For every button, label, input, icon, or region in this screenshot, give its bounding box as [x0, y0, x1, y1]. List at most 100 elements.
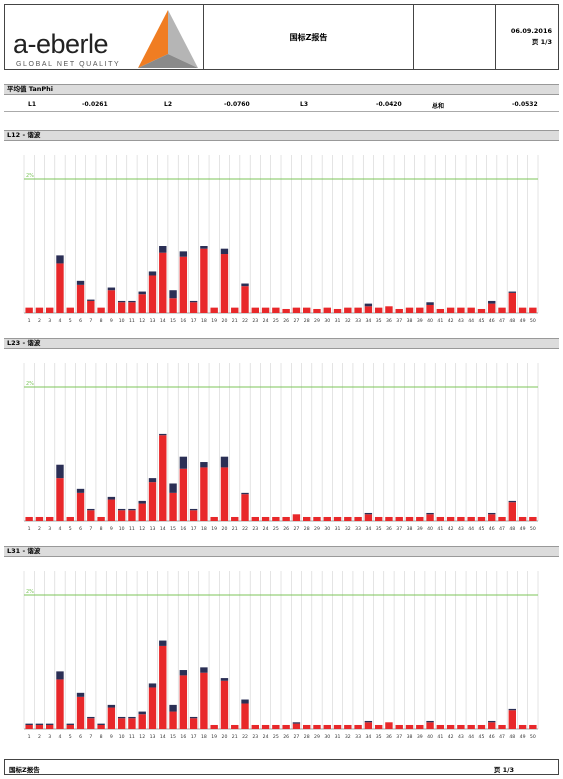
- bar-main-h49: [518, 724, 527, 729]
- limit-label: 2%: [26, 173, 34, 179]
- tick-label: 38: [407, 318, 413, 324]
- bar-main-h37: [395, 308, 403, 313]
- tick-label: 48: [509, 526, 515, 532]
- tick-label: 46: [489, 734, 495, 740]
- bar-main-h41: [436, 516, 445, 521]
- bar-main-h47: [498, 724, 506, 729]
- tick-label: 13: [150, 734, 156, 740]
- tick-label: 2: [38, 318, 41, 324]
- bar-top-h48: [508, 291, 517, 293]
- bar-top-h12: [138, 500, 146, 504]
- bar-main-h25: [272, 724, 280, 729]
- bar-top-h7: [87, 508, 95, 511]
- logo-triangle-icon: [138, 10, 198, 68]
- tick-label: 9: [110, 318, 113, 324]
- tick-label: 22: [242, 318, 248, 324]
- bar-main-h37: [395, 724, 403, 729]
- bar-top-h9: [107, 704, 116, 708]
- bar-top-h2: [35, 723, 44, 725]
- bar-top-h20: [220, 456, 229, 468]
- tick-label: 39: [417, 734, 423, 740]
- tick-label: 13: [150, 526, 156, 532]
- bar-main-h22: [241, 286, 249, 313]
- tick-label: 12: [139, 526, 145, 532]
- tick-label: 4: [59, 318, 62, 324]
- tick-label: 3: [48, 734, 51, 740]
- bar-top-h46: [488, 720, 496, 723]
- tick-label: 20: [222, 318, 228, 324]
- bar-main-h28: [302, 516, 311, 521]
- bar-main-h12: [138, 294, 146, 313]
- tick-label: 3: [48, 318, 51, 324]
- tick-label: 49: [520, 734, 526, 740]
- tick-label: 19: [211, 526, 217, 532]
- tick-label: 8: [100, 734, 103, 740]
- bar-main-h37: [395, 516, 403, 521]
- tick-label: 34: [365, 526, 371, 532]
- bar-main-h36: [385, 722, 393, 729]
- tick-label: 1: [28, 734, 31, 740]
- bar-main-h33: [354, 724, 362, 729]
- avg-label-l1: L1: [28, 101, 36, 108]
- bar-main-h4: [56, 478, 64, 521]
- bar-main-h48: [508, 502, 517, 521]
- bar-main-h1: [25, 516, 33, 521]
- bar-main-h22: [241, 703, 249, 729]
- bar-main-h35: [374, 516, 383, 521]
- avg-value-l1: -0.0261: [82, 101, 108, 108]
- bar-top-h15: [169, 704, 177, 712]
- bar-main-h41: [436, 724, 445, 729]
- tick-label: 11: [129, 734, 135, 740]
- tick-label: 16: [180, 318, 186, 324]
- bar-top-h27: [292, 722, 301, 724]
- bar-main-h39: [416, 307, 424, 313]
- tick-label: 46: [489, 318, 495, 324]
- tick-label: 10: [119, 318, 125, 324]
- bar-main-h10: [117, 718, 126, 729]
- tick-label: 24: [263, 526, 269, 532]
- chart-l23-svg: 2%1 2 3 4 5 6 7 8 9 10 11 12 13 14 15 16 17 18 19 20 21 22 23 2…: [23, 363, 539, 532]
- bar-main-h24: [261, 516, 270, 521]
- bar-main-h33: [354, 516, 362, 521]
- bar-main-h28: [302, 307, 311, 313]
- bar-main-h32: [344, 307, 352, 313]
- chart-l31: 2% 1 2 3 4 5 6 7 8 9 10 11 12 13 14 15 16 17 18 19 20 21 22 23 2…: [4, 557, 559, 748]
- bar-main-h30: [323, 307, 331, 313]
- report-header: a-eberle GLOBAL NET QUALITY 国标Z报告 06.09.…: [4, 4, 559, 70]
- bar-main-h44: [467, 516, 475, 521]
- bar-main-h3: [45, 724, 54, 729]
- tick-label: 20: [222, 526, 228, 532]
- bar-top-h48: [508, 500, 517, 503]
- bar-main-h30: [323, 724, 331, 729]
- tick-label: 37: [396, 526, 402, 532]
- tick-label: 49: [520, 318, 526, 324]
- bar-main-h41: [436, 308, 445, 313]
- tick-label: 18: [201, 318, 207, 324]
- bar-main-h50: [529, 516, 537, 521]
- bar-main-h39: [416, 724, 424, 729]
- bar-main-h47: [498, 307, 506, 313]
- bar-top-h10: [117, 716, 126, 719]
- tick-label: 42: [448, 318, 454, 324]
- bar-top-h14: [159, 246, 167, 253]
- bar-main-h31: [333, 724, 342, 729]
- bar-main-h21: [231, 724, 239, 729]
- bar-main-h6: [76, 284, 85, 313]
- tick-label: 15: [170, 734, 176, 740]
- bar-main-h36: [385, 516, 393, 521]
- bar-main-h49: [518, 307, 527, 313]
- header-blank-cell: [414, 5, 496, 69]
- bar-main-h31: [333, 308, 342, 313]
- tick-label: 1: [28, 318, 31, 324]
- bar-top-h4: [56, 464, 64, 479]
- tick-label: 9: [110, 734, 113, 740]
- bar-main-h8: [97, 307, 105, 313]
- tick-label: 18: [201, 734, 207, 740]
- tick-label: 23: [252, 318, 258, 324]
- bar-main-h6: [76, 696, 85, 729]
- bar-main-h9: [107, 707, 116, 729]
- bar-top-h13: [148, 478, 157, 483]
- bar-main-h7: [87, 300, 95, 313]
- bar-main-h18: [200, 672, 208, 729]
- bar-main-h42: [446, 307, 455, 313]
